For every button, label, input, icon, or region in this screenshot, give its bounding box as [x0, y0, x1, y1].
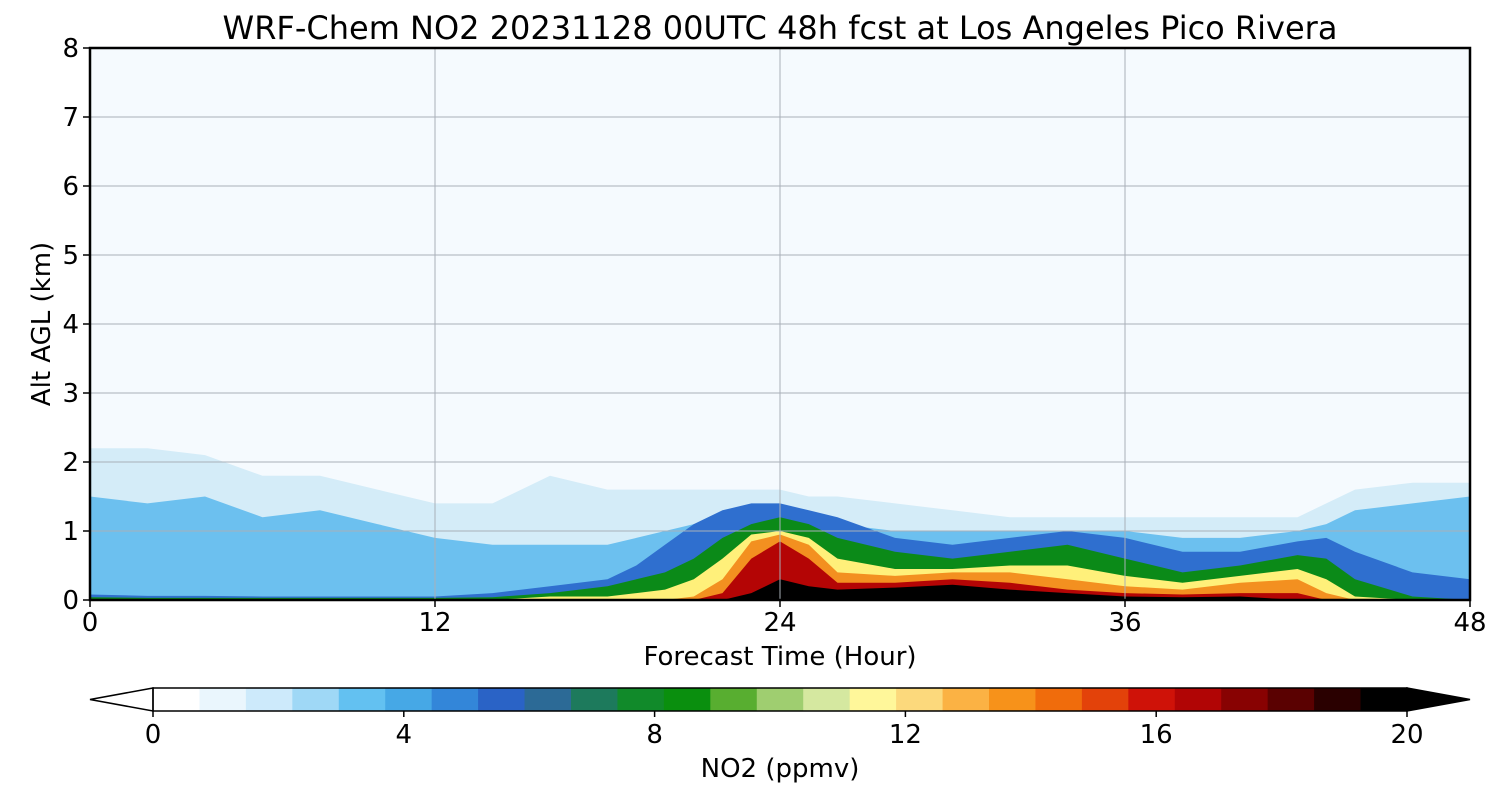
colorbar-tick-label: 8: [646, 720, 663, 750]
colorbar-segment: [292, 688, 340, 711]
y-tick-label: 4: [62, 310, 79, 340]
colorbar-label: NO2 (ppmv): [701, 754, 860, 784]
colorbar-segment: [849, 688, 897, 711]
colorbar-frame: [152, 687, 1408, 712]
colorbar-tick-label: 20: [1390, 720, 1423, 750]
chart-title: WRF-Chem NO2 20231128 00UTC 48h fcst at …: [223, 9, 1338, 47]
colorbar-segment: [385, 688, 433, 711]
x-tick-label: 36: [1108, 608, 1141, 638]
y-tick-label: 3: [62, 379, 79, 409]
colorbar-segment: [1081, 688, 1129, 711]
colorbar-max-extend: [1406, 687, 1471, 712]
colorbar-segment: [153, 688, 201, 711]
colorbar-segment: [756, 688, 804, 711]
x-tick-label: 12: [418, 608, 451, 638]
colorbar-segment: [989, 688, 1037, 711]
y-tick-label: 5: [62, 241, 79, 271]
colorbar-segment: [431, 688, 479, 711]
colorbar: 0 4 8 12 16 20: [89, 687, 1471, 750]
colorbar-segment: [478, 688, 526, 711]
colorbar-segment: [896, 688, 944, 711]
colorbar-segment: [942, 688, 990, 711]
y-tick-label: 1: [62, 517, 79, 547]
y-tick-label: 6: [62, 172, 79, 202]
colorbar-segment: [803, 688, 851, 711]
y-axis-ticks: 0 1 2 3 4 5 6 7 8: [62, 34, 90, 616]
y-tick-label: 8: [62, 34, 79, 64]
colorbar-segment: [1128, 688, 1176, 711]
colorbar-segment: [199, 688, 247, 711]
colorbar-segment: [338, 688, 386, 711]
colorbar-tick-label: 0: [145, 720, 162, 750]
colorbar-segment: [524, 688, 572, 711]
y-tick-label: 2: [62, 448, 79, 478]
y-tick-label: 0: [62, 586, 79, 616]
colorbar-segment: [1174, 688, 1222, 711]
y-axis-label: Alt AGL (km): [27, 242, 57, 406]
colorbar-segment: [617, 688, 665, 711]
colorbar-segment: [245, 688, 293, 711]
colorbar-segment: [571, 688, 619, 711]
x-tick-label: 24: [763, 608, 796, 638]
colorbar-segment: [1221, 688, 1269, 711]
colorbar-tick-label: 16: [1140, 720, 1173, 750]
colorbar-tick-label: 4: [396, 720, 413, 750]
x-axis-ticks: 0 12 24 36 48: [82, 600, 1487, 638]
colorbar-tick-label: 12: [889, 720, 922, 750]
x-tick-label: 48: [1453, 608, 1486, 638]
colorbar-segment: [1360, 688, 1408, 711]
x-axis-label: Forecast Time (Hour): [643, 642, 916, 672]
colorbar-segment: [1267, 688, 1315, 711]
colorbar-segment: [1314, 688, 1362, 711]
colorbar-min-extend: [89, 687, 154, 712]
colorbar-segment: [1035, 688, 1083, 711]
colorbar-segment: [710, 688, 758, 711]
colorbar-segment: [663, 688, 711, 711]
x-tick-label: 0: [82, 608, 99, 638]
y-tick-label: 7: [62, 103, 79, 133]
